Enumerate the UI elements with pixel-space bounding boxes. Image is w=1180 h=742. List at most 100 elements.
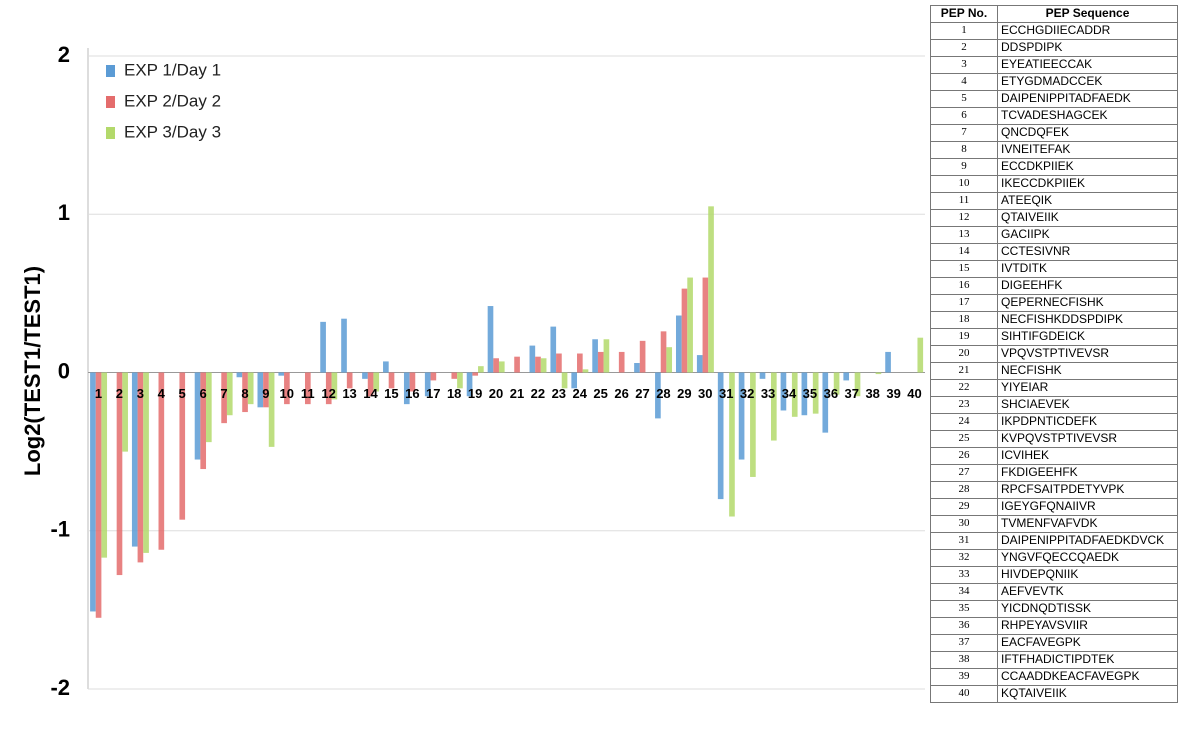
table-row: 25 KVPQVSTPTIVEVSR — [930, 430, 1178, 448]
bar — [571, 372, 578, 389]
table-row: 3 EYEATIEECCAK — [930, 56, 1178, 74]
sequence: EACFAVEGPK — [997, 634, 1178, 652]
bar — [791, 372, 798, 417]
x-tick-label: 33 — [761, 386, 775, 401]
sequence: CCAADDKEACFAVEGPK — [997, 668, 1178, 686]
bar — [331, 372, 338, 400]
sequence: GACIIPK — [997, 226, 1178, 244]
sequence: IKECCDKPIIEK — [997, 175, 1178, 193]
sequence: NECFISHKDDSPDIPK — [997, 311, 1178, 329]
sequence: FKDIGEEHFK — [997, 464, 1178, 482]
pep-number: 3 — [930, 56, 998, 74]
y-tick-label: 0 — [58, 358, 70, 383]
bar — [457, 372, 463, 389]
legend-label: EXP 3/Day 3 — [124, 122, 221, 141]
bar — [137, 372, 144, 563]
bar — [843, 372, 850, 381]
x-tick-label: 3 — [137, 386, 144, 401]
y-tick-label: 1 — [58, 200, 70, 225]
x-tick-label: 18 — [447, 386, 461, 401]
bar — [529, 345, 536, 373]
pep-number: 22 — [930, 379, 998, 397]
table-row: 21 NECFISHK — [930, 362, 1178, 380]
sequence: QTAIVEIIK — [997, 209, 1178, 227]
x-tick-label: 19 — [468, 386, 482, 401]
table-row: 15 IVTDITK — [930, 260, 1178, 278]
x-tick-label: 10 — [280, 386, 294, 401]
bar — [696, 355, 703, 373]
bar — [90, 372, 96, 612]
x-tick-label: 9 — [262, 386, 269, 401]
bar — [556, 353, 562, 373]
sequence: RPCFSAITPDETYVPK — [997, 481, 1178, 499]
bar — [122, 372, 128, 452]
table-row: 33 HIVDEPQNIIK — [930, 566, 1178, 584]
bar — [388, 372, 395, 389]
x-tick-label: 39 — [886, 386, 900, 401]
pep-number: 37 — [930, 634, 998, 652]
x-tick-label: 29 — [677, 386, 691, 401]
bar — [660, 331, 667, 373]
x-tick-label: 31 — [719, 386, 733, 401]
bar — [675, 315, 682, 373]
table-row: 22 YIYEIAR — [930, 379, 1178, 397]
y-axis-label: Log2(TEST1/TEST1) — [20, 266, 45, 476]
table-row: 35 YICDNQDTISSK — [930, 600, 1178, 618]
sequence: ICVIHEK — [997, 447, 1178, 465]
sequence: DIGEEHFK — [997, 277, 1178, 295]
pep-number: 6 — [930, 107, 998, 125]
table-row: 34 AEFVEVTK — [930, 583, 1178, 601]
table-row: 8 IVNEITEFAK — [930, 141, 1178, 159]
bar — [885, 351, 891, 373]
pep-number: 13 — [930, 226, 998, 244]
table-row: 31 DAIPENIPPITADFAEDKDVCK — [930, 532, 1178, 550]
bar — [592, 339, 598, 373]
pep-number: 18 — [930, 311, 998, 329]
legend-swatch — [106, 65, 115, 77]
pep-number: 35 — [930, 600, 998, 618]
x-tick-label: 37 — [845, 386, 859, 401]
table-row: 38 IFTFHADICTIPDTEK — [930, 651, 1178, 669]
x-tick-label: 36 — [824, 386, 838, 401]
bar — [702, 277, 709, 373]
bar — [362, 372, 368, 379]
bar — [708, 206, 714, 373]
table-row: 24 IKPDPNTICDEFK — [930, 413, 1178, 431]
bar — [717, 372, 724, 500]
bar — [158, 372, 165, 550]
sequence: KVPQVSTPTIVEVSR — [997, 430, 1178, 448]
bar — [535, 356, 541, 373]
sequence: IVTDITK — [997, 260, 1178, 278]
pep-number: 19 — [930, 328, 998, 346]
pep-number: 25 — [930, 430, 998, 448]
table-row: 28 RPCFSAITPDETYVPK — [930, 481, 1178, 499]
table-row: 2 DDSPDIPK — [930, 39, 1178, 57]
table-row: 27 FKDIGEEHFK — [930, 464, 1178, 482]
sequence: HIVDEPQNIIK — [997, 566, 1178, 584]
table-row: 30 TVMENFVAFVDK — [930, 515, 1178, 533]
pep-number: 9 — [930, 158, 998, 176]
bar — [373, 372, 380, 392]
pep-number: 38 — [930, 651, 998, 669]
sequence: DDSPDIPK — [997, 39, 1178, 57]
bar — [200, 372, 207, 470]
bar — [687, 277, 693, 373]
sequence: CCTESIVNR — [997, 243, 1178, 261]
bar — [466, 372, 473, 397]
sequence: VPQVSTPTIVEVSR — [997, 345, 1178, 363]
sequence: YIYEIAR — [997, 379, 1178, 397]
sequence: ECCDKPIIEK — [997, 158, 1178, 176]
pep-number: 11 — [930, 192, 998, 210]
x-tick-label: 27 — [635, 386, 649, 401]
bar — [759, 372, 766, 379]
x-tick-label: 20 — [489, 386, 503, 401]
pep-number: 30 — [930, 515, 998, 533]
sequence: IGEYGFQNAIIVR — [997, 498, 1178, 516]
bar — [854, 372, 861, 397]
x-tick-label: 8 — [241, 386, 248, 401]
bar — [822, 372, 829, 433]
pep-number: 5 — [930, 90, 998, 108]
x-tick-label: 14 — [363, 386, 378, 401]
sequence: ECCHGDIIECADDR — [997, 22, 1178, 40]
x-tick-label: 17 — [426, 386, 440, 401]
